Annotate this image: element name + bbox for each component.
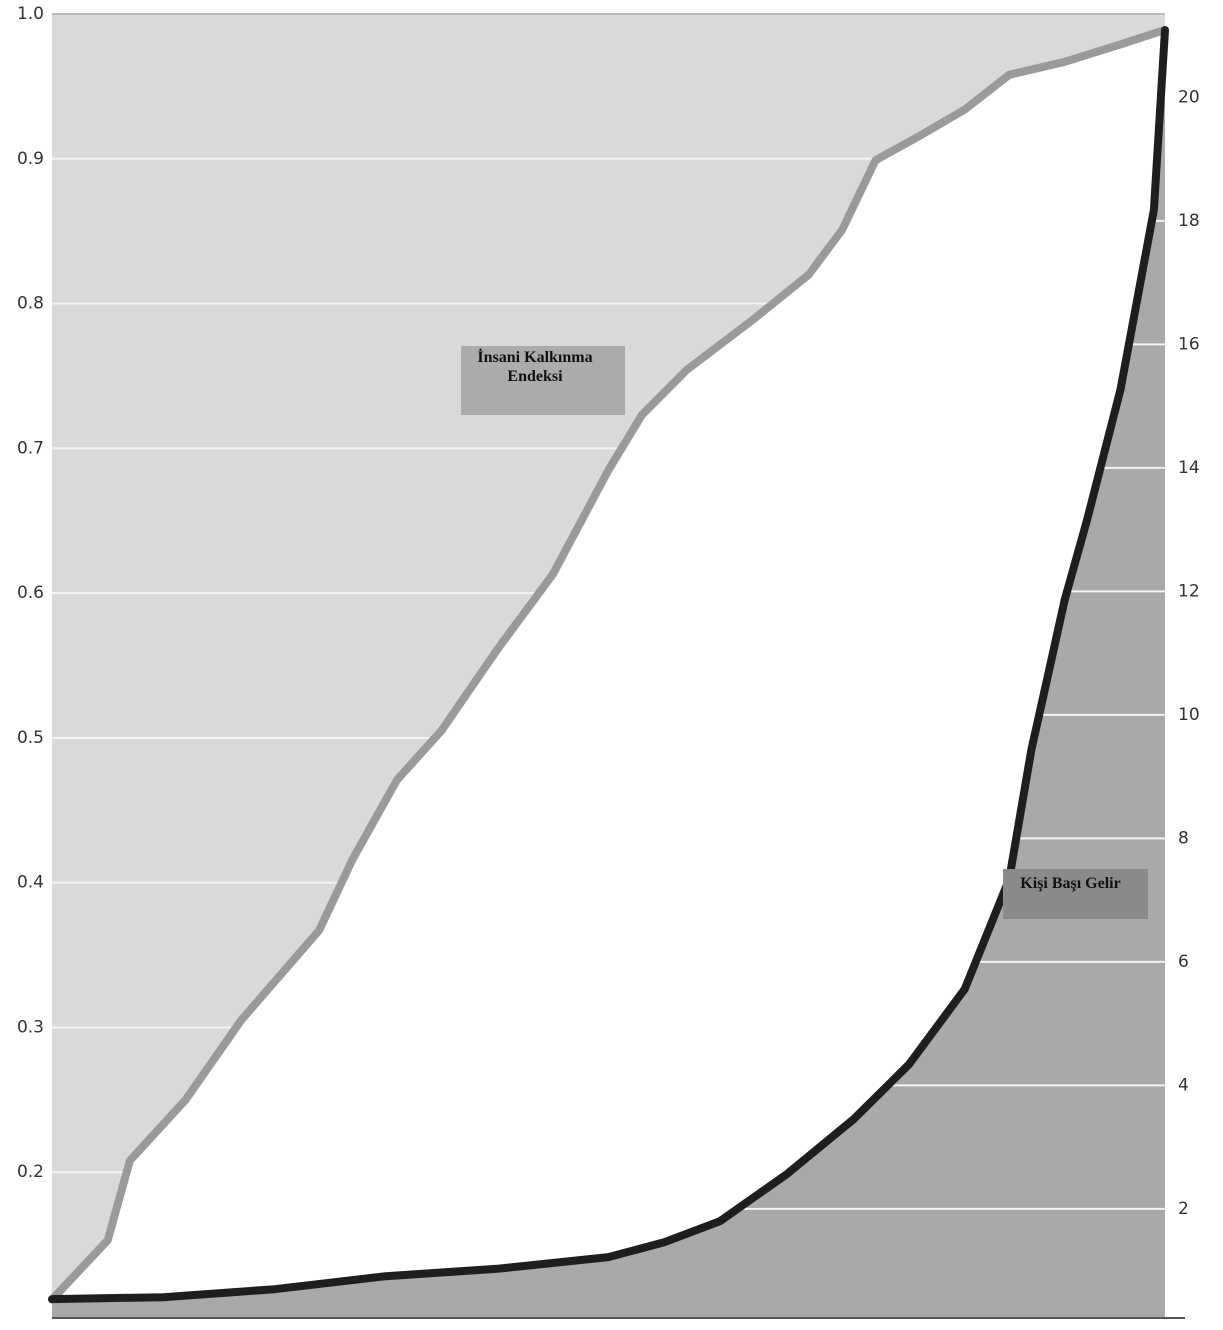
y-tick-label: 0.6: [17, 583, 44, 603]
line: [48, 26, 1169, 1304]
y2-tick-label: 16: [1178, 334, 1200, 354]
y2-tick-label: 14: [1178, 458, 1200, 478]
area-fill: [52, 29, 1165, 1317]
y2-tick-label: 20: [1178, 87, 1200, 107]
y-tick-label: 0.4: [17, 873, 44, 893]
y2-tick-label: 18: [1178, 211, 1200, 231]
y2-tick-label: 4: [1178, 1075, 1189, 1095]
y-tick-label: 1.0: [17, 4, 44, 24]
y-tick-label: 0.5: [17, 728, 44, 748]
series-label: İnsani Kalkınma Endeksi: [461, 346, 625, 415]
y-tick-label: 0.3: [17, 1017, 44, 1037]
y2-tick-label: 12: [1178, 581, 1200, 601]
y2-tick-label: 6: [1178, 952, 1189, 972]
series-label: Kişi Başı Gelir: [1003, 869, 1148, 919]
line: [48, 25, 1169, 1304]
y-tick-label: 0.7: [17, 438, 44, 458]
y2-tick-label: 2: [1178, 1199, 1189, 1219]
y2-tick-label: 10: [1178, 705, 1200, 725]
y-tick-label: 0.8: [17, 294, 44, 314]
y-tick-label: 0.9: [17, 149, 44, 169]
y2-tick-label: 8: [1178, 828, 1189, 848]
y-tick-label: 0.2: [17, 1162, 44, 1182]
area-fill: [52, 30, 1165, 1318]
